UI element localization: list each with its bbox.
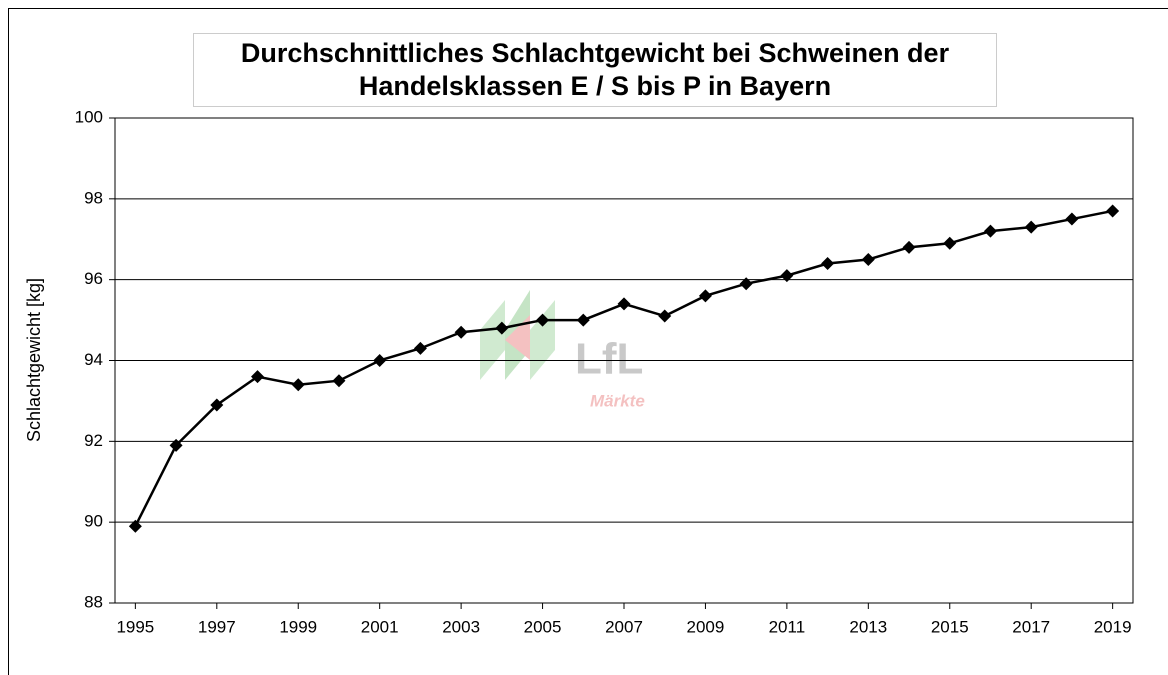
x-tick-label: 2001 [361, 617, 399, 636]
plot-area [114, 117, 1134, 604]
marker [536, 313, 550, 327]
chart-title: Handelsklassen E / S bis P in Bayern [359, 71, 831, 101]
logo-leaf [505, 290, 530, 380]
x-tick-label: 2019 [1094, 617, 1132, 636]
y-tick-label: 92 [84, 431, 103, 450]
marker [291, 378, 305, 392]
marker [1106, 204, 1120, 218]
marker [617, 297, 631, 311]
y-tick-label: 96 [84, 269, 103, 288]
x-tick-label: 2011 [769, 617, 806, 636]
marker [1024, 220, 1038, 234]
y-axis-label: Schlachtgewicht [kg] [24, 278, 44, 442]
marker [821, 257, 835, 270]
x-tick-label: 1999 [279, 617, 317, 636]
marker [332, 374, 346, 388]
marker [128, 519, 142, 533]
x-tick-label: 2007 [605, 617, 643, 636]
y-tick-label: 88 [84, 592, 103, 611]
x-tick-label: 2003 [442, 617, 480, 636]
x-tick-label: 2017 [1012, 617, 1050, 636]
x-tick-label: 2009 [687, 617, 725, 636]
x-tick-label: 2015 [931, 617, 969, 636]
marker [698, 289, 712, 303]
x-tick-label: 2013 [849, 617, 887, 636]
marker [413, 341, 427, 355]
marker [739, 277, 753, 291]
marker [169, 438, 183, 452]
marker [861, 252, 875, 266]
chart-title: Durchschnittliches Schlachtgewicht bei S… [241, 38, 950, 68]
marker [495, 321, 509, 335]
marker [576, 313, 590, 327]
logo-leaf [505, 315, 530, 360]
marker [780, 269, 794, 283]
y-tick-label: 100 [75, 107, 103, 126]
marker [373, 354, 387, 367]
x-tick-label: 2005 [524, 617, 562, 636]
frame [8, 8, 1168, 675]
marker [658, 309, 672, 323]
y-tick-label: 94 [84, 350, 103, 369]
watermark-logo: LfL [575, 335, 643, 384]
x-tick-label: 1997 [198, 617, 236, 636]
marker [454, 325, 468, 339]
marker [902, 240, 916, 254]
marker [210, 398, 224, 412]
marker [943, 236, 957, 250]
marker [251, 370, 265, 384]
marker [983, 224, 997, 238]
y-tick-label: 98 [84, 188, 103, 207]
marker [1065, 212, 1079, 226]
y-tick-label: 90 [84, 512, 103, 531]
title-box [193, 33, 997, 107]
x-tick-label: 1995 [116, 617, 154, 636]
watermark-sub: Märkte [590, 391, 645, 410]
